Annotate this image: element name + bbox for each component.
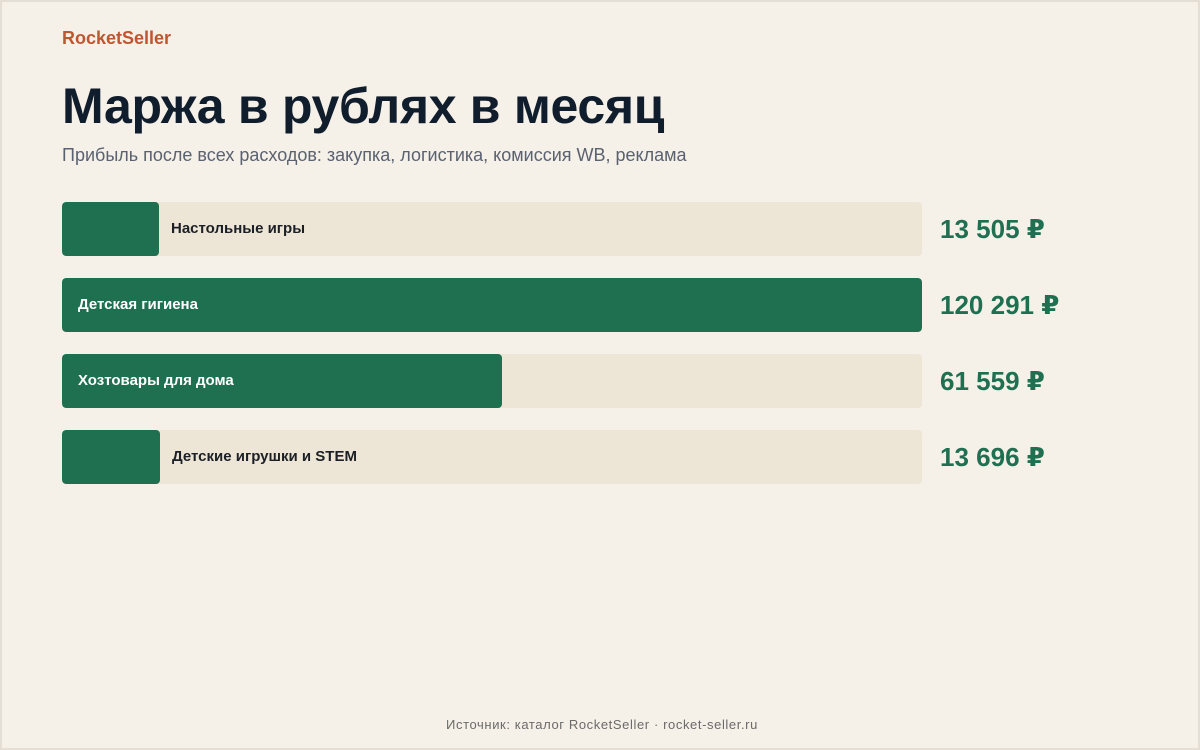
source-footer: Источник: каталог RocketSeller · rocket-… xyxy=(446,717,758,732)
bar-row: Детская гигиена 120 291 ₽ xyxy=(62,278,1142,332)
bar-value-label: 120 291 ₽ xyxy=(940,290,1060,320)
bar-row: Хозтовары для дома 61 559 ₽ xyxy=(62,354,1142,408)
bar-label: Детская гигиена xyxy=(78,296,198,313)
bar-track xyxy=(62,278,922,332)
bar-row: Настольные игры 13 505 ₽ xyxy=(62,202,1142,256)
bar-value-label: 13 696 ₽ xyxy=(940,442,1045,472)
bar-track xyxy=(62,430,922,484)
chart-subtitle: Прибыль после всех расходов: закупка, ло… xyxy=(62,145,687,165)
bar xyxy=(62,354,502,408)
bar-label: Настольные игры xyxy=(171,220,306,237)
bar-value-label: 13 505 ₽ xyxy=(940,214,1045,244)
bar xyxy=(62,202,159,256)
bar-value-label: 61 559 ₽ xyxy=(940,366,1045,396)
bar xyxy=(62,430,160,484)
bar-track xyxy=(62,354,922,408)
bar-label: Хозтовары для дома xyxy=(78,372,234,389)
brand-logo: RocketSeller xyxy=(62,28,172,48)
bar-chart: Настольные игры 13 505 ₽ Детская гигиена 12… xyxy=(62,202,1142,506)
bar-row: Детские игрушки и STEM 13 696 ₽ xyxy=(62,430,1142,484)
bar-track xyxy=(62,202,922,256)
bar-label: Детские игрушки и STEM xyxy=(172,448,357,465)
bar xyxy=(62,278,922,332)
chart-title: Маржа в рублях в месяц xyxy=(62,78,665,134)
